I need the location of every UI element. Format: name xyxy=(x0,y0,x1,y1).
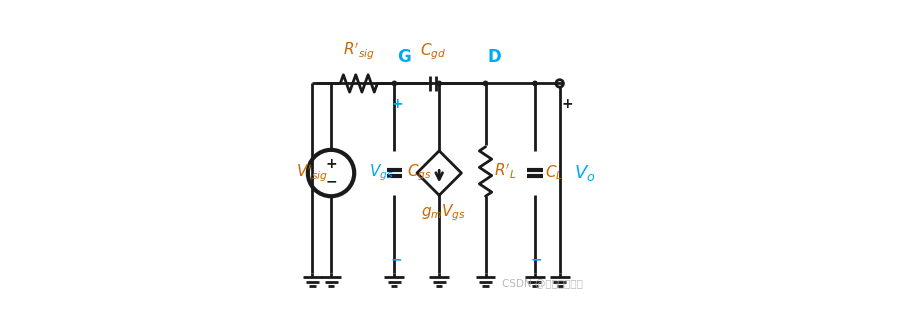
Text: $V'_{sig}$: $V'_{sig}$ xyxy=(296,163,328,184)
Text: $g_m V_{gs}$: $g_m V_{gs}$ xyxy=(421,202,466,223)
Text: $V_{gs}$: $V_{gs}$ xyxy=(369,163,393,183)
Text: D: D xyxy=(487,49,500,66)
Circle shape xyxy=(483,81,488,86)
Text: $C_{gd}$: $C_{gd}$ xyxy=(420,42,446,62)
Circle shape xyxy=(533,81,537,86)
Text: $V_o$: $V_o$ xyxy=(573,163,595,183)
Text: $R'_{sig}$: $R'_{sig}$ xyxy=(343,41,375,62)
Circle shape xyxy=(392,81,397,86)
Text: G: G xyxy=(397,49,410,66)
Text: −: − xyxy=(390,252,401,267)
Text: +: + xyxy=(562,96,573,111)
Circle shape xyxy=(437,81,441,86)
Text: −: − xyxy=(325,175,337,189)
Text: $C_{gs}$: $C_{gs}$ xyxy=(407,163,431,183)
Text: $R'_L$: $R'_L$ xyxy=(494,162,517,181)
Text: −: − xyxy=(531,252,543,267)
Text: +: + xyxy=(391,96,402,111)
Text: $C_L$: $C_L$ xyxy=(545,164,563,182)
Text: +: + xyxy=(325,157,337,171)
Text: CSDN @爱寂失的时光: CSDN @爱寂失的时光 xyxy=(502,278,583,288)
